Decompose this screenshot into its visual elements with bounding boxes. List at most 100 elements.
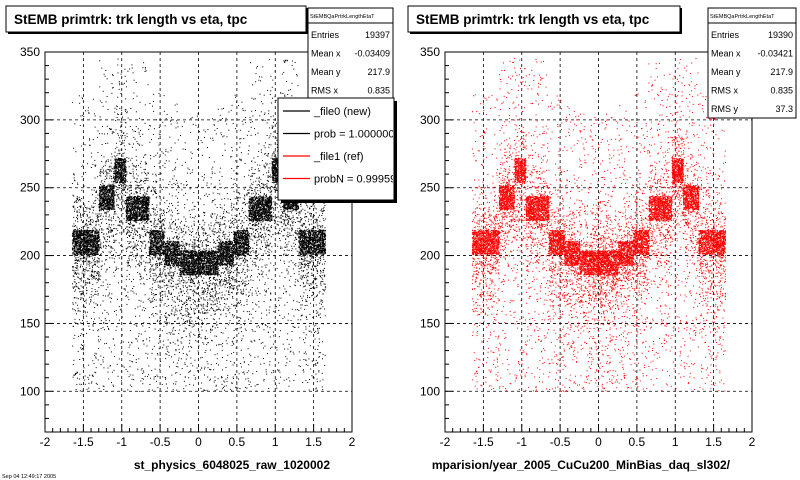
data-point xyxy=(184,207,186,209)
data-point xyxy=(270,262,272,264)
data-point xyxy=(260,240,262,242)
data-point xyxy=(212,139,214,141)
data-point xyxy=(161,189,163,190)
data-point xyxy=(298,211,300,213)
data-point xyxy=(238,284,240,286)
data-point xyxy=(94,253,96,254)
data-point xyxy=(308,231,309,233)
data-point xyxy=(243,176,245,178)
data-point xyxy=(113,369,115,371)
data-point xyxy=(231,263,233,264)
data-point xyxy=(214,296,216,298)
data-point xyxy=(88,240,90,242)
data-point xyxy=(298,214,300,216)
data-point xyxy=(283,60,285,62)
data-point xyxy=(153,345,155,347)
data-point xyxy=(142,370,144,372)
data-point xyxy=(120,126,122,128)
data-point xyxy=(319,237,321,239)
data-point xyxy=(311,248,313,250)
data-point xyxy=(249,216,251,217)
data-point xyxy=(188,296,190,298)
data-point xyxy=(295,232,297,234)
data-point xyxy=(216,249,218,251)
data-point xyxy=(243,188,245,190)
data-point xyxy=(211,265,213,267)
data-point xyxy=(300,245,302,247)
data-point xyxy=(175,314,177,316)
data-point xyxy=(86,257,88,259)
data-point xyxy=(169,246,171,248)
data-point xyxy=(246,238,248,239)
data-point xyxy=(98,228,100,230)
data-point xyxy=(149,259,151,261)
data-point xyxy=(155,175,157,177)
data-point xyxy=(93,113,95,115)
data-point xyxy=(289,217,291,219)
data-point xyxy=(160,222,162,224)
data-point xyxy=(103,245,105,247)
data-point xyxy=(253,157,255,159)
data-point xyxy=(204,289,206,291)
data-point xyxy=(88,201,90,202)
data-point xyxy=(95,223,97,225)
data-point xyxy=(191,246,193,247)
data-point xyxy=(92,267,93,269)
data-point xyxy=(229,250,231,252)
data-point xyxy=(214,294,216,296)
data-point xyxy=(165,254,167,256)
data-point xyxy=(107,209,109,211)
data-point xyxy=(293,326,295,328)
data-point xyxy=(152,208,154,210)
data-point xyxy=(263,301,265,303)
data-point xyxy=(178,233,180,235)
data-point xyxy=(119,319,120,321)
data-point xyxy=(128,201,130,203)
data-point xyxy=(92,295,94,297)
data-point xyxy=(207,288,209,290)
data-point xyxy=(275,157,277,159)
data-point xyxy=(185,192,187,194)
data-point xyxy=(116,105,118,107)
data-point xyxy=(86,228,88,230)
data-point xyxy=(120,158,122,160)
data-point xyxy=(102,327,104,329)
data-point xyxy=(206,288,208,289)
data-point xyxy=(116,154,118,156)
data-point xyxy=(159,354,161,356)
data-point xyxy=(111,184,113,186)
data-point xyxy=(217,255,218,256)
data-point xyxy=(293,221,295,223)
data-point xyxy=(125,158,127,160)
data-point xyxy=(260,224,262,226)
data-point xyxy=(176,237,177,239)
data-point xyxy=(298,253,300,255)
data-point xyxy=(93,209,94,211)
data-point xyxy=(230,258,231,260)
data-point xyxy=(268,234,269,235)
data-point xyxy=(280,297,282,299)
data-point xyxy=(128,157,130,159)
data-point xyxy=(216,252,218,254)
data-point xyxy=(197,259,199,261)
data-point xyxy=(189,280,191,282)
data-point xyxy=(240,138,242,140)
data-point xyxy=(290,320,292,321)
data-point xyxy=(267,245,269,247)
data-point xyxy=(102,385,104,387)
data-point xyxy=(300,209,302,211)
data-point xyxy=(215,247,217,249)
data-point xyxy=(139,144,141,146)
data-point xyxy=(255,303,257,305)
data-point xyxy=(110,166,112,168)
data-point xyxy=(172,341,174,343)
data-point xyxy=(152,252,154,254)
data-point xyxy=(213,256,215,257)
data-point xyxy=(291,250,293,252)
data-point xyxy=(155,246,157,248)
data-point xyxy=(137,227,139,229)
data-point xyxy=(103,322,105,323)
data-point xyxy=(213,253,215,255)
data-point xyxy=(205,312,207,314)
data-point xyxy=(80,347,82,349)
